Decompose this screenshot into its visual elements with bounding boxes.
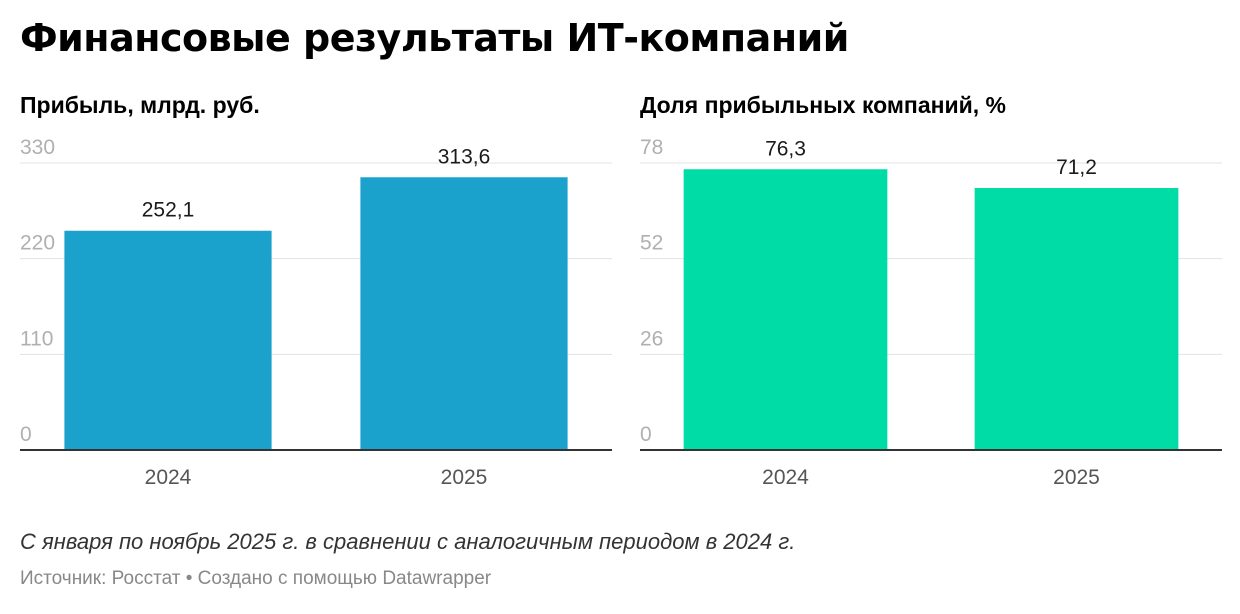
data-label: 313,6 [438, 145, 491, 168]
source-text: Источник: Росстат [20, 568, 181, 589]
x-tick-label: 2025 [441, 466, 488, 489]
source-separator: • [185, 568, 193, 589]
source-line: Источник: Росстат • Создано с помощью Da… [20, 568, 491, 590]
x-tick-label: 2024 [762, 466, 809, 489]
y-tick-label: 110 [20, 327, 53, 350]
data-label: 71,2 [1056, 156, 1097, 179]
y-tick-label: 78 [640, 136, 663, 159]
bar-2024[interactable] [683, 169, 888, 450]
x-tick-label: 2024 [145, 466, 192, 489]
bar-2025[interactable] [360, 177, 568, 450]
page-title: Финансовые результаты ИТ-компаний [20, 16, 849, 60]
y-tick-label: 220 [20, 232, 55, 255]
chart-title-profit: Прибыль, млрд. руб. [20, 92, 260, 118]
y-tick-label: 0 [640, 423, 652, 446]
bar-2025[interactable] [974, 188, 1179, 450]
y-tick-label: 52 [640, 232, 663, 255]
data-label: 252,1 [142, 199, 195, 222]
y-tick-label: 26 [640, 327, 663, 350]
y-tick-label: 0 [20, 423, 32, 446]
y-tick-label: 330 [20, 136, 55, 159]
bar-2024[interactable] [64, 230, 272, 450]
chart-profitable-share: 0 26 52 78 76,3 2024 71,2 2025 [640, 136, 1222, 489]
credit-link[interactable]: Создано с помощью Datawrapper [197, 568, 492, 589]
x-tick-label: 2025 [1053, 466, 1100, 489]
chart-profit: 0 110 220 330 252,1 2024 313,6 2025 [20, 136, 612, 489]
chart-title-profitable-share: Доля прибыльных компаний, % [640, 92, 1007, 118]
chart-notes: С января по ноябрь 2025 г. в сравнении с… [20, 529, 796, 554]
data-label: 76,3 [765, 137, 806, 160]
